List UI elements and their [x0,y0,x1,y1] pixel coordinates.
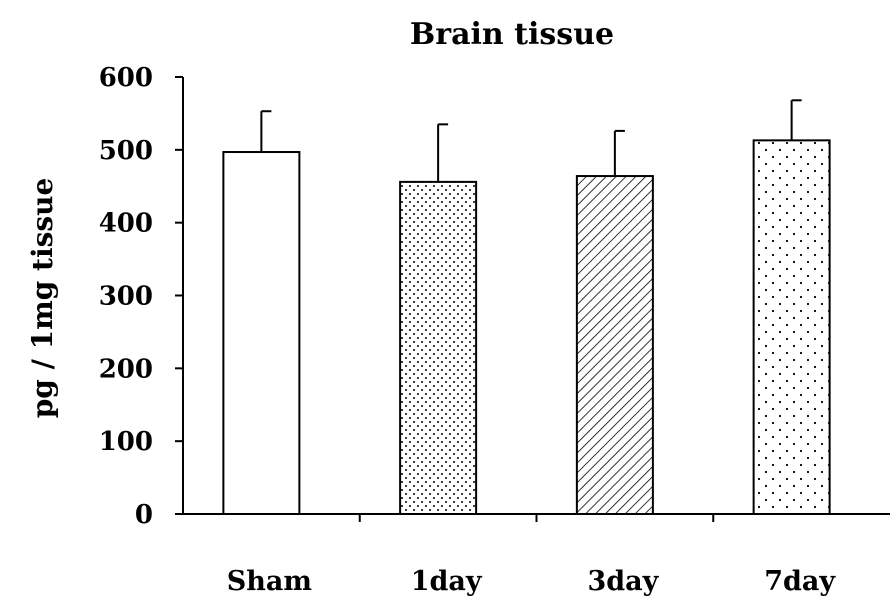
y-tick-label: 500 [99,136,153,166]
y-tick-label: 100 [99,427,153,457]
y-tick-label: 400 [99,209,153,239]
y-tick-label: 200 [99,354,153,384]
x-tick-label: 7day [764,566,836,597]
y-tick-label: 0 [135,500,153,530]
x-tick-label: 1day [411,566,483,597]
plot-area: 0 100 200 300 400 500 600 Sham 1day 3day 7day [99,63,890,597]
x-tick-label: Sham [227,566,312,597]
x-tick-label: 3day [587,566,659,597]
bar-7day [752,139,831,516]
bar-1day [399,180,478,515]
y-axis-label: pg / 1mg tissue [26,178,59,419]
chart-title: Brain tissue [410,17,614,52]
bar-3day [575,175,654,515]
y-tick-label: 300 [99,282,153,312]
y-tick-label: 600 [99,63,153,93]
bar-sham [222,151,301,515]
